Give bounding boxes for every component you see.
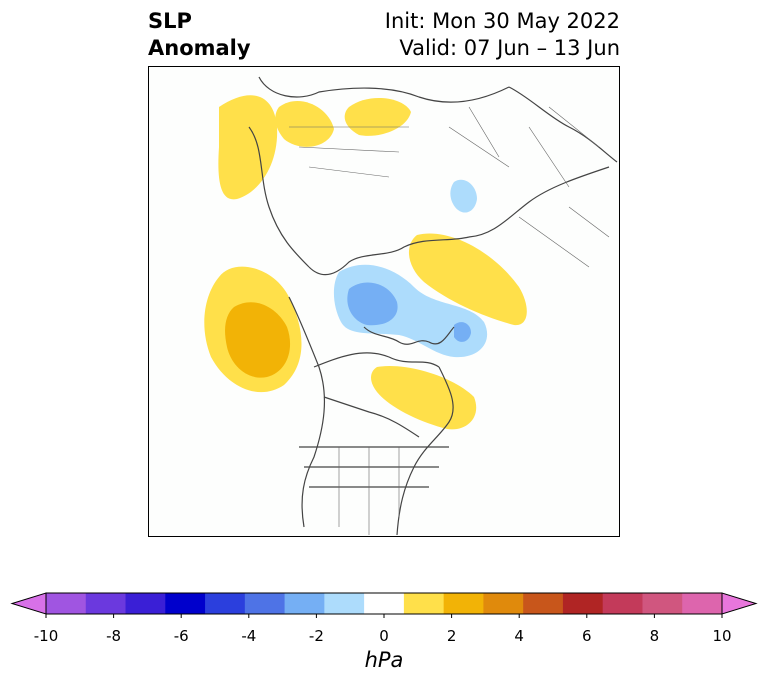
colorbar-extend-max bbox=[721, 592, 758, 615]
colorbar bbox=[10, 592, 758, 618]
colorbar-tick-label: -8 bbox=[106, 627, 122, 645]
colorbar-segment bbox=[244, 593, 286, 614]
colorbar-segment bbox=[205, 593, 246, 614]
valid-range: Valid: 07 Jun – 13 Jun bbox=[399, 36, 620, 60]
colorbar-segment bbox=[562, 593, 604, 614]
map-canvas bbox=[204, 76, 618, 536]
positive-anomaly-region bbox=[344, 97, 411, 136]
title-line-1: SLP bbox=[148, 9, 192, 33]
colorbar-tick-label: 4 bbox=[514, 627, 524, 645]
colorbar-segment bbox=[46, 593, 87, 614]
positive-anomaly-strong bbox=[225, 302, 291, 378]
colorbar-segment bbox=[602, 593, 643, 614]
colorbar-segment bbox=[443, 593, 484, 614]
colorbar-segment bbox=[483, 593, 524, 614]
colorbar-tick-label: 8 bbox=[649, 627, 660, 645]
colorbar-tick-label: -4 bbox=[241, 627, 257, 645]
borders bbox=[289, 106, 610, 535]
title-line-2: Anomaly bbox=[148, 36, 251, 60]
colorbar-tick-label: 2 bbox=[446, 627, 457, 645]
colorbar-segment bbox=[523, 593, 564, 614]
map-panel bbox=[148, 66, 620, 537]
map-title: SLP Anomaly bbox=[148, 8, 251, 62]
anomaly-shading bbox=[204, 95, 527, 430]
colorbar-tick-label: -10 bbox=[33, 627, 59, 645]
colorbar-extend-min bbox=[10, 592, 47, 615]
colorbar-segment bbox=[85, 593, 127, 614]
colorbar-segment bbox=[284, 593, 325, 614]
colorbar-segment bbox=[364, 593, 405, 614]
colorbar-tick-label: 10 bbox=[712, 627, 732, 645]
colorbar-tick-label: 6 bbox=[582, 627, 592, 645]
init-date: Init: Mon 30 May 2022 bbox=[384, 9, 620, 33]
colorbar-tick-label: 0 bbox=[379, 627, 389, 645]
colorbar-tick-label: -6 bbox=[173, 627, 189, 645]
forecast-dates: Init: Mon 30 May 2022 Valid: 07 Jun – 13… bbox=[385, 8, 620, 62]
colorbar-segment bbox=[324, 593, 365, 614]
colorbar-segment bbox=[642, 593, 683, 614]
colorbar-units: hPa bbox=[364, 648, 404, 672]
colorbar-segment bbox=[403, 593, 445, 614]
positive-anomaly-region bbox=[218, 95, 278, 200]
colorbar-segment bbox=[125, 593, 166, 614]
coastlines bbox=[248, 76, 618, 536]
colorbar-segment bbox=[682, 593, 723, 614]
colorbar-segment bbox=[165, 593, 206, 614]
positive-anomaly-region bbox=[408, 233, 527, 326]
negative-anomaly-strong bbox=[347, 282, 398, 326]
negative-anomaly-strong bbox=[454, 322, 471, 342]
positive-anomaly-region bbox=[371, 366, 477, 430]
negative-anomaly-region bbox=[450, 179, 477, 213]
positive-anomaly-region bbox=[275, 100, 334, 147]
colorbar-tick-label: -2 bbox=[308, 627, 324, 645]
